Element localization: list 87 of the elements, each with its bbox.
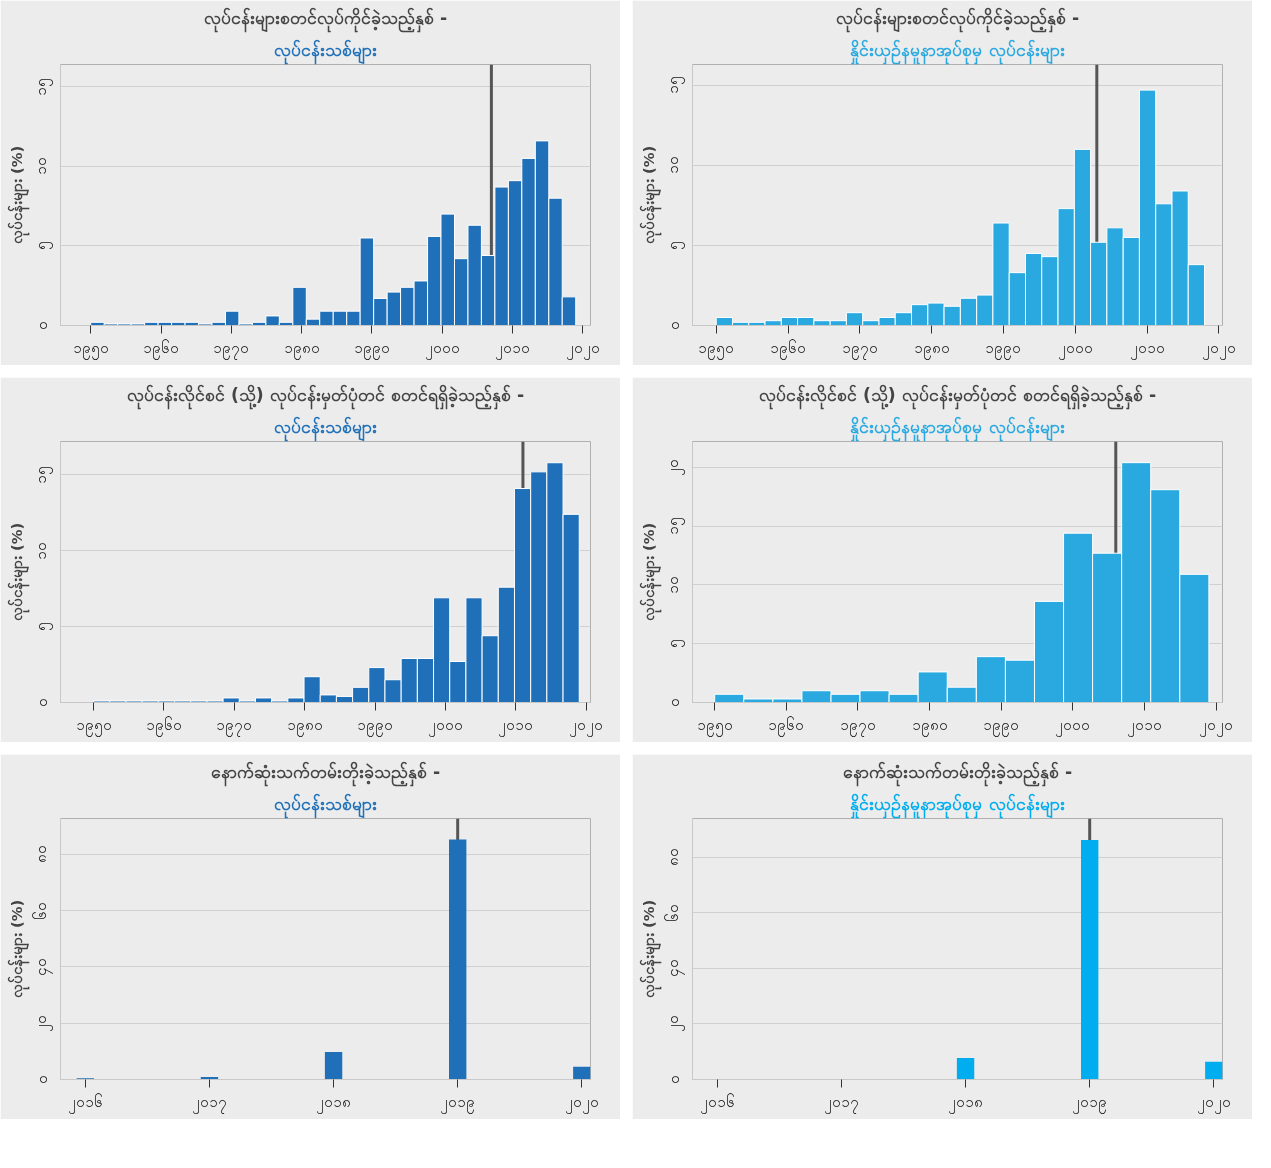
x-tick-label: ၂၀၁၉ — [1072, 1092, 1108, 1114]
chart-subtitle: လုပ်ငန်းသစ်များ — [274, 38, 377, 65]
y-tick-label: ၂၀ — [664, 1015, 686, 1033]
y-tick-label: ၀ — [664, 698, 682, 707]
x-tick-label: ၁၉၆၀ — [770, 338, 807, 360]
y-axis-title: လုပ်ငန်းများ (%) — [6, 899, 30, 999]
x-tick-label: ၂၀၁၈ — [948, 1092, 984, 1114]
x-tick-label: ၁၉၉၀ — [357, 715, 394, 737]
x-tick-label: ၁၉၇၀ — [841, 338, 878, 360]
y-tick-label: ၁၀ — [664, 156, 682, 175]
x-tick-label: ၂၀၁၆ — [699, 1092, 735, 1114]
x-tick-label: ၁၉၈၀ — [283, 338, 320, 360]
x-tick-label: ၁၉၅၀ — [75, 715, 112, 737]
chart-title: နောက်ဆုံးသက်တမ်းတိုးခဲ့သည့်နှစ် - — [210, 760, 441, 787]
y-tick-label: ၁၅ — [664, 517, 686, 536]
y-tick-label: ၁၀ — [32, 541, 50, 560]
x-tick-label: ၁၉၉၀ — [353, 338, 390, 360]
y-tick-label: ၅ — [32, 241, 54, 251]
chart-subtitle: လုပ်ငန်းသစ်များ — [274, 415, 377, 442]
y-tick-label: ၄၀ — [32, 957, 54, 976]
y-tick-label: ၅ — [664, 639, 686, 649]
y-tick-label: ၁၅ — [664, 76, 686, 95]
y-tick-label: ၅ — [32, 622, 54, 632]
x-tick-label: ၂၀၁၆ — [67, 1092, 103, 1114]
chart-subtitle: လုပ်ငန်းသစ်များ — [274, 792, 377, 819]
chart-title: နောက်ဆုံးသက်တမ်းတိုးခဲ့သည့်နှစ် - — [842, 760, 1073, 787]
y-axis-title: လုပ်ငန်းများ (%) — [638, 522, 662, 622]
x-tick-label: ၂၀၂၀ — [569, 715, 604, 737]
x-tick-label: ၁၉၆၀ — [145, 715, 182, 737]
x-tick-label: ၁၉၉၀ — [985, 338, 1022, 360]
x-tick-label: ၁၉၉၀ — [983, 715, 1020, 737]
x-tick-label: ၁၉၈၀ — [286, 715, 323, 737]
x-tick-label: ၂၀၂၀ — [1199, 715, 1234, 737]
y-tick-label: ၁၅ — [32, 465, 54, 484]
chart-title: လုပ်ငန်းများစတင်လုပ်ကိုင်ခဲ့သည့်နှစ် - — [203, 6, 448, 33]
y-tick-label: ၆၀ — [32, 901, 50, 920]
x-tick-label: ၂၀၁၀ — [1129, 338, 1165, 360]
x-tick-label: ၁၉၇၀ — [216, 715, 253, 737]
x-tick-label: ၂၀၀၀ — [1057, 338, 1093, 360]
x-tick-label: ၁၉၈၀ — [913, 338, 950, 360]
chart-subtitle: နှိုင်းယှဉ်နမူနာအုပ်စုမှ လုပ်ငန်းများ — [850, 792, 1065, 819]
x-tick-label: ၂၀၁၇ — [191, 1092, 227, 1114]
x-tick-label: ၂၀၁၀ — [498, 715, 534, 737]
x-tick-label: ၁၉၅၀ — [72, 338, 109, 360]
chart-title: လုပ်ငန်းလိုင်စင် (သို့) လုပ်ငန်းမှတ်ပုံတင် စတင်ရရှိခဲ့သည့်နှစ် - — [758, 383, 1157, 410]
chart-title: လုပ်ငန်းလိုင်စင် (သို့) လုပ်ငန်းမှတ်ပုံတင် စတင်ရရှိခဲ့သည့်နှစ် - — [126, 383, 525, 410]
x-tick-label: ၂၀၁၉ — [440, 1092, 476, 1114]
y-tick-label: ၅ — [664, 240, 686, 250]
y-axis-title: လုပ်ငန်းများ (%) — [638, 899, 662, 999]
x-tick-label: ၁၉၆၀ — [143, 338, 180, 360]
chart-subtitle: နှိုင်းယှဉ်နမူနာအုပ်စုမှ လုပ်ငန်းများ — [850, 415, 1065, 442]
chart-title: လုပ်ငန်းများစတင်လုပ်ကိုင်ခဲ့သည့်နှစ် - — [835, 6, 1080, 33]
y-tick-label: ၀ — [664, 321, 682, 330]
x-tick-label: ၂၀၁၀ — [494, 338, 530, 360]
x-tick-label: ၂၀၁၈ — [316, 1092, 352, 1114]
y-tick-label: ၂၀ — [664, 458, 686, 476]
x-tick-label: ၂၀၂၀ — [1196, 1092, 1231, 1114]
y-tick-label: ၁၀ — [664, 575, 682, 594]
y-tick-label: ၆၀ — [664, 903, 682, 922]
y-tick-label: ၁၀ — [32, 157, 50, 176]
x-tick-label: ၂၀၁၇ — [823, 1092, 859, 1114]
y-tick-label: ၈၀ — [32, 845, 50, 864]
x-tick-label: ၂၀၂၀ — [565, 338, 600, 360]
x-tick-label: ၁၉၅၀ — [696, 715, 733, 737]
x-tick-label: ၂၀၂၀ — [564, 1092, 599, 1114]
x-tick-label: ၂၀၂၀ — [1201, 338, 1236, 360]
x-tick-label: ၂၀၁၀ — [1126, 715, 1162, 737]
y-tick-label: ၀ — [32, 321, 50, 330]
y-axis-title: လုပ်ငန်းများ (%) — [638, 145, 662, 245]
x-tick-label: ၁၉၈၀ — [911, 715, 948, 737]
x-tick-label: ၁၉၅၀ — [698, 338, 735, 360]
y-tick-label: ၀ — [32, 1075, 50, 1084]
y-axis-title: လုပ်ငန်းများ (%) — [6, 145, 30, 245]
x-tick-label: ၂၀၀၀ — [424, 338, 460, 360]
y-axis-title: လုပ်ငန်းများ (%) — [6, 522, 30, 622]
x-tick-label: ၂၀၀၀ — [1055, 715, 1091, 737]
y-tick-label: ၂၀ — [32, 1014, 54, 1032]
chart-subtitle: နှိုင်းယှဉ်နမူနာအုပ်စုမှ လုပ်ငန်းများ — [850, 38, 1065, 65]
y-tick-label: ၁၅ — [32, 77, 54, 96]
x-tick-label: ၁၉၆၀ — [768, 715, 805, 737]
y-tick-label: ၈၀ — [664, 848, 682, 867]
y-tick-label: ၀ — [664, 1075, 682, 1084]
x-tick-label: ၂၀၀၀ — [428, 715, 464, 737]
y-tick-label: ၄၀ — [664, 959, 686, 978]
x-tick-label: ၁၉၇၀ — [213, 338, 250, 360]
y-tick-label: ၀ — [32, 698, 50, 707]
x-tick-label: ၁၉၇၀ — [839, 715, 876, 737]
